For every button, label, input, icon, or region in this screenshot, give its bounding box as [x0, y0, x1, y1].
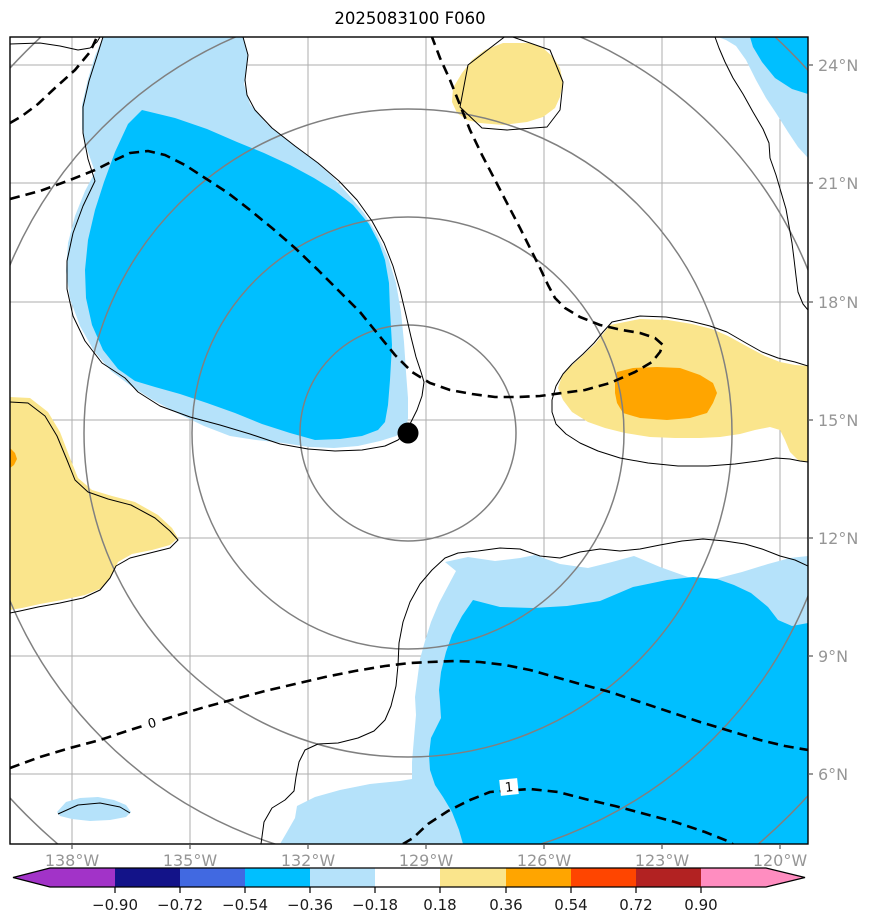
colorbar: −0.90 −0.72 −0.54 −0.36 −0.18 0.18 0.36 0.54 0.7… [12, 867, 806, 914]
region-left-orange-sliver [10, 448, 17, 468]
contour-labels-layer: 01 [141, 712, 519, 796]
dashed-top-left [10, 37, 99, 125]
x-tick-label: 129°W [399, 851, 454, 870]
region-top-yellow-blob [452, 43, 563, 125]
region-bottom-small-light [57, 797, 131, 821]
region-right-orange-core [615, 367, 717, 420]
region-left-yellow-blob [10, 397, 178, 610]
x-tick-label: 132°W [281, 851, 336, 870]
x-tick-label: 126°W [517, 851, 572, 870]
region-top-right-corner-cyan [750, 37, 808, 94]
plot-frame [9, 36, 809, 845]
dashed-one [402, 787, 735, 844]
page-title: 2025083100 F060 [334, 9, 485, 28]
solid-contour-left-yellow-contour [10, 401, 179, 614]
contour-label-bg [141, 712, 163, 734]
contour-label-bg [499, 778, 519, 796]
solid-contours-layer [10, 37, 808, 844]
contour-label: 0 [141, 712, 163, 734]
range-ring [83, 108, 733, 758]
colorbar-segment [310, 868, 375, 887]
solid-contour-se-blob-contour [260, 538, 808, 844]
x-tick-label: 138°W [45, 851, 100, 870]
solid-contour-bottom-small-contour [57, 802, 131, 815]
colorbar-tick-label: −0.54 [222, 896, 268, 914]
colorbar-right-arrow [766, 868, 805, 887]
colorbar-segment [506, 868, 571, 887]
y-tick-label: 15°N [818, 411, 858, 430]
colorbar-tick-label: 0.72 [619, 896, 652, 914]
colorbar-segment [571, 868, 636, 887]
y-tick-label: 24°N [818, 56, 858, 75]
colorbar-tick-label: −0.90 [92, 896, 138, 914]
colorbar-segment [701, 868, 766, 887]
colorbar-segment [115, 868, 180, 887]
x-tick-label: 135°W [163, 851, 218, 870]
region-nw-blob-cyan [85, 110, 392, 440]
y-tick-label: 9°N [818, 647, 848, 666]
solid-contour-right-yellow-contour [551, 315, 808, 467]
contour-label-text: 1 [504, 780, 514, 796]
solid-contour-top-left-corner-contour [10, 37, 101, 51]
colorbar-segment [375, 868, 440, 887]
colorbar-tick-label: −0.18 [352, 896, 398, 914]
y-tick-label: 21°N [818, 174, 858, 193]
axis-labels-layer: 138°W 135°W 132°W 129°W 126°W 123°W 120°W 24°N 2… [45, 56, 859, 870]
colorbar-outline [12, 867, 806, 888]
solid-contour-nw-blob-contour [66, 37, 425, 452]
solid-contour-top-right-corner-contour [714, 37, 808, 311]
colorbar-tick-label: −0.72 [157, 896, 203, 914]
colorbar-tick-label: 0.54 [554, 896, 587, 914]
colorbar-segment [636, 868, 701, 887]
region-se-blob-cyan [429, 577, 808, 844]
y-tick-label: 18°N [818, 293, 858, 312]
colorbar-tick-label: −0.36 [287, 896, 333, 914]
colorbar-tick-label: 0.18 [423, 896, 456, 914]
colorbar-tick-label: 0.36 [489, 896, 522, 914]
range-ring [191, 216, 625, 650]
y-tick-label: 6°N [818, 765, 848, 784]
y-tick-label: 12°N [818, 529, 858, 548]
dashed-zero [10, 659, 808, 770]
x-tick-label: 123°W [635, 851, 690, 870]
dashed-contours-layer [10, 37, 808, 844]
colorbar-left-arrow [13, 868, 50, 887]
colorbar-segment [50, 868, 115, 887]
colorbar-segment [440, 868, 506, 887]
contour-label-text: 0 [146, 716, 158, 733]
colorbar-tick-label: 0.90 [684, 896, 717, 914]
dashed-main [10, 37, 665, 399]
colorbar-segment [245, 868, 310, 887]
contour-label: 1 [499, 778, 519, 796]
colorbar-segment [180, 868, 245, 887]
x-tick-label: 120°W [753, 851, 808, 870]
storm-center-marker [397, 422, 419, 444]
solid-contour-top-yellow-contour [459, 37, 564, 131]
